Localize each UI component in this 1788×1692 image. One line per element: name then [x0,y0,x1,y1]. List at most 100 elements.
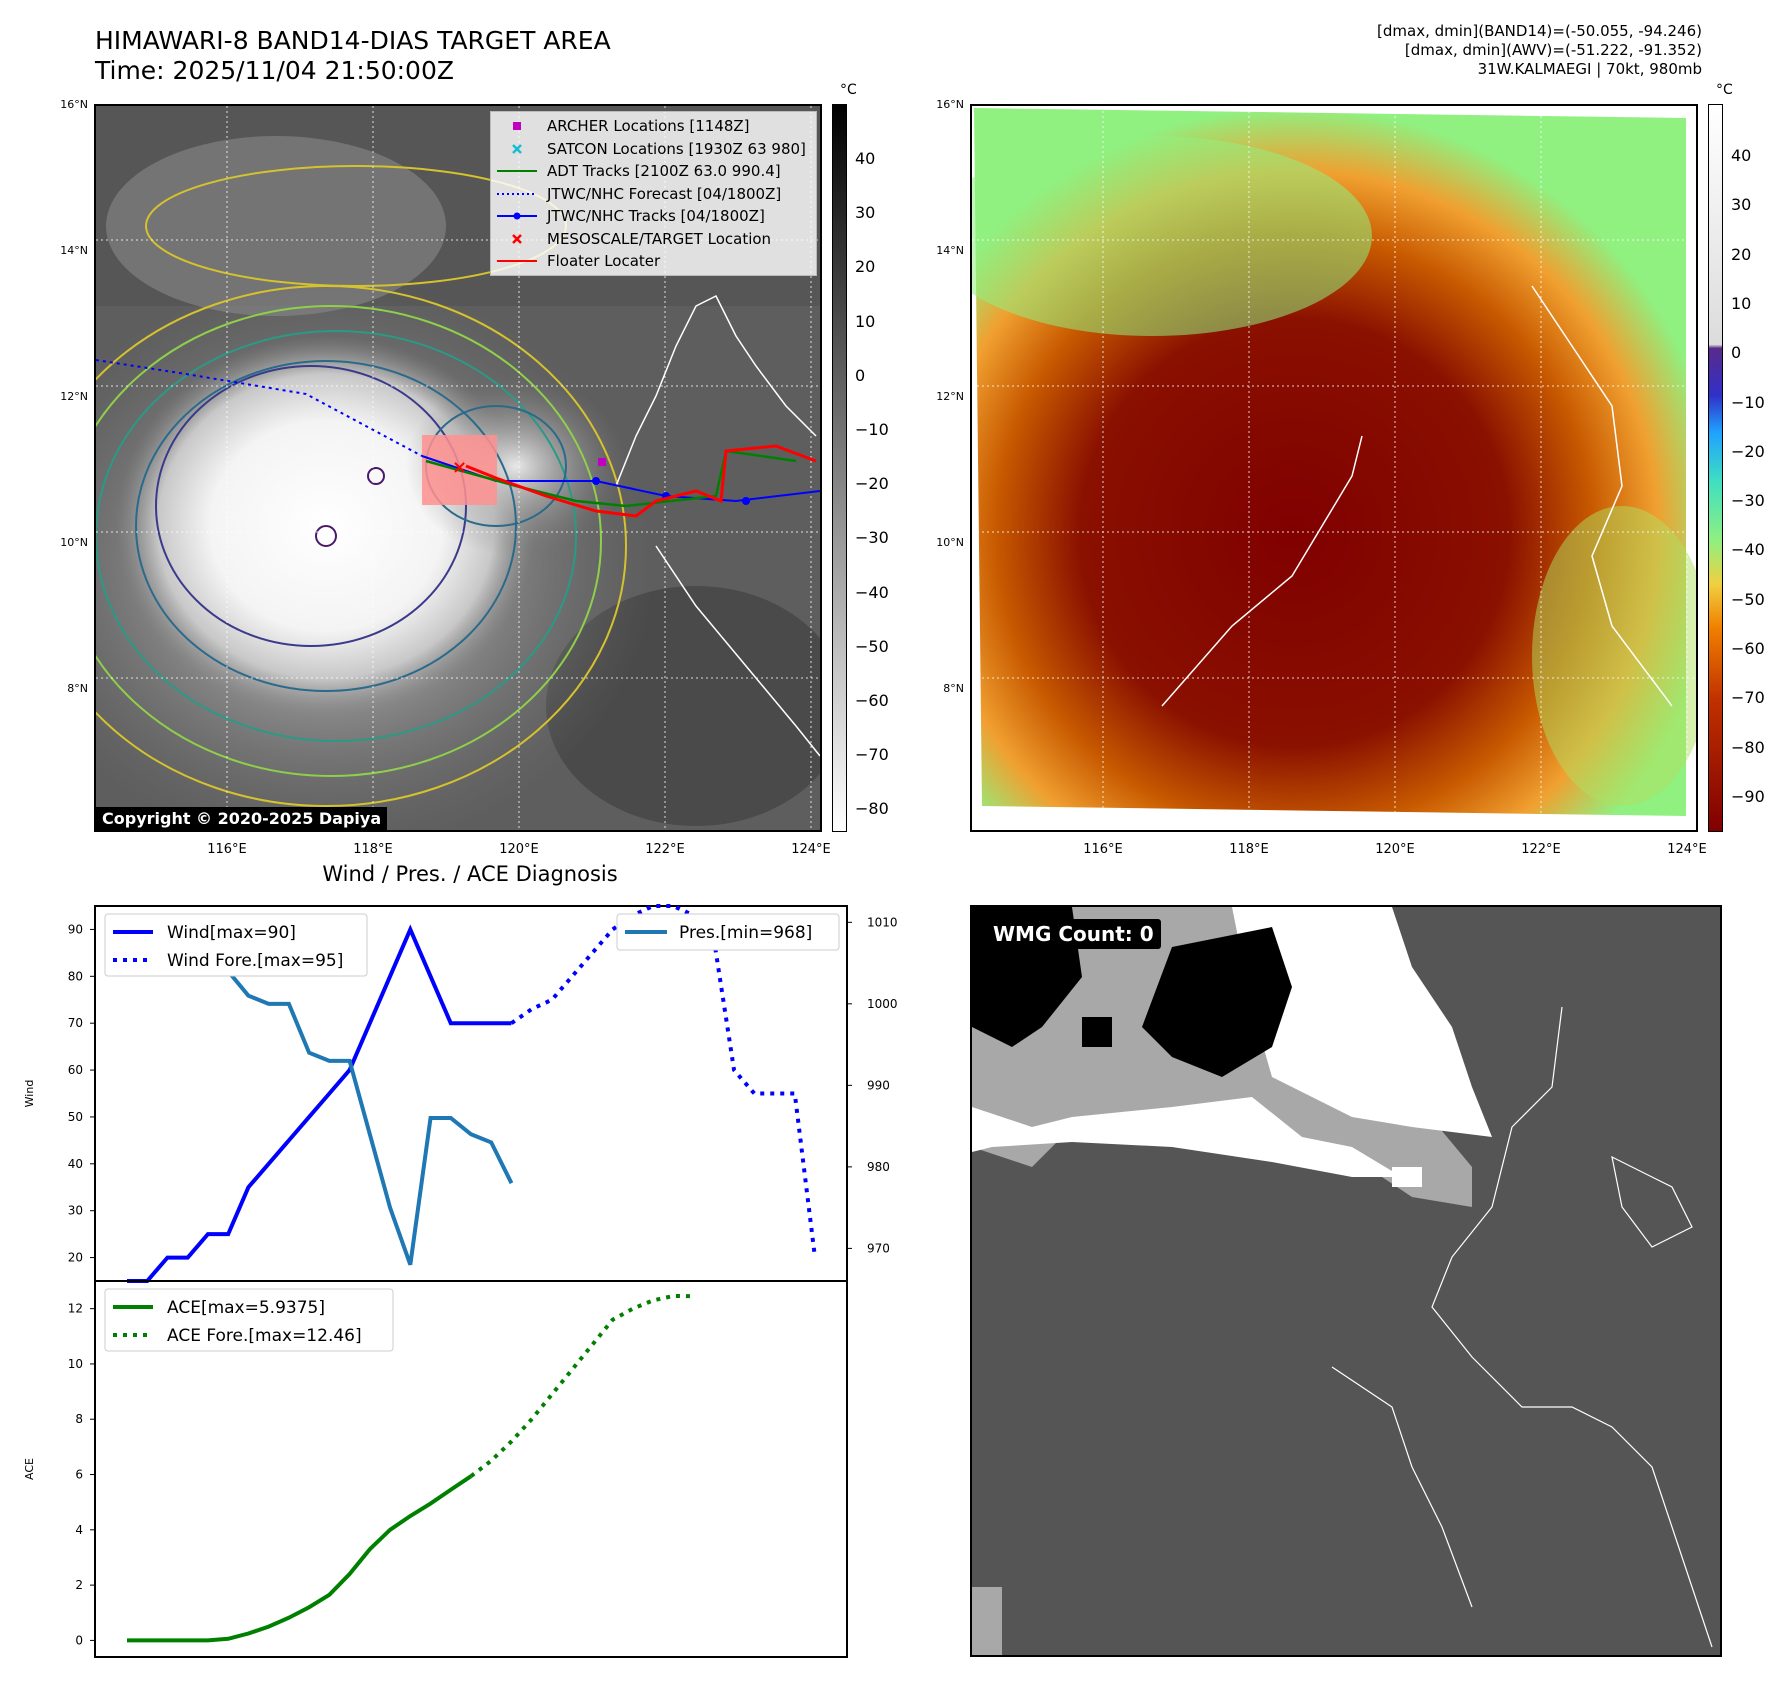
pres-ytick: 970 [867,1241,890,1255]
lon-label: 118°E [353,842,393,857]
legend-entry: MESOSCALE/TARGET Location [495,229,771,249]
colorbar-tick: −10 [855,420,889,439]
wmg-count-label: WMG Count: 0 [986,919,1161,949]
figure-title: HIMAWARI-8 BAND14-DIAS TARGET AREA [95,26,611,55]
legend-entry: SATCON Locations [1930Z 63 980] [495,139,806,159]
lat-label: 10°N [60,536,88,549]
legend-label: Floater Locater [547,252,661,270]
dmax-dmin-info: [dmax, dmin](BAND14)=(-50.055, -94.246) … [1377,22,1702,79]
lat-label: 12°N [936,390,964,403]
wind-ytick: 30 [68,1204,83,1218]
lon-label: 116°E [207,842,247,857]
ir-colorbar [832,104,847,832]
colorbar-tick: 30 [855,203,876,223]
ace-ylabel: ACE [23,1458,36,1480]
pres-ytick: 980 [867,1160,890,1174]
figure-time: Time: 2025/11/04 21:50:00Z [95,56,454,85]
colorbar-tick: 20 [1731,244,1752,264]
colorbar-tick: −60 [855,691,889,710]
colorbar-tick: 40 [855,149,876,168]
ace-ytick: 0 [75,1633,83,1647]
legend-swatch [497,170,537,172]
awv-colorbar [1708,104,1723,832]
colorbar-tick: 40 [1731,146,1752,165]
legend-label: ADT Tracks [2100Z 63.0 990.4] [547,162,781,180]
wind-ytick: 90 [68,922,83,936]
colorbar-tick: −70 [855,745,889,765]
ace-ytick: 2 [75,1578,83,1592]
lat-label: 16°N [936,98,964,111]
lon-label: 120°E [499,842,539,857]
colorbar-tick: −50 [1731,589,1765,609]
lat-label: 10°N [936,536,964,549]
legend-entry: ARCHER Locations [1148Z] [495,116,750,136]
legend-label: ARCHER Locations [1148Z] [547,117,750,135]
lon-label: 116°E [1083,842,1123,857]
legend-swatch [497,192,537,195]
series-line [469,1293,694,1478]
legend-label: Pres.[min=968] [679,923,812,943]
colorbar-tick: −80 [1731,737,1765,757]
colorbar-tick: 10 [855,311,876,331]
colorbar-tick: 30 [1731,195,1752,215]
awv-map-image [972,106,1696,830]
colorbar-tick: −20 [855,474,889,494]
ace-ytick: 10 [68,1357,83,1371]
wind-ylabel: Wind [23,1080,36,1108]
lon-label: 118°E [1229,842,1269,857]
legend-label: ACE[max=5.9375] [167,1298,325,1318]
lat-label: 14°N [60,244,88,257]
legend-label: ACE Fore.[max=12.46] [167,1326,362,1346]
series-line [127,924,512,1283]
legend-label: JTWC/NHC Tracks [04/1800Z] [547,207,765,225]
series-line [127,1474,473,1643]
lon-label: 124°E [1667,842,1707,857]
ace-ytick: 6 [75,1468,83,1482]
lat-label: 14°N [936,244,964,257]
ace-ytick: 12 [68,1302,83,1316]
lon-label: 122°E [1521,842,1561,857]
awv-colorbar-unit: °C [1716,82,1733,98]
legend-entry: JTWC/NHC Forecast [04/1800Z] [495,184,781,204]
legend-entry: JTWC/NHC Tracks [04/1800Z] [495,206,765,226]
wind-ytick: 80 [68,969,83,983]
colorbar-tick: 10 [1731,293,1752,313]
colorbar-tick: 0 [855,365,866,385]
lat-label: 16°N [60,98,88,111]
colorbar-tick: 20 [855,257,876,277]
legend-label: Wind Fore.[max=95] [167,951,343,971]
wmg-map-image [972,907,1720,1655]
diagnosis-title: Wind / Pres. / ACE Diagnosis [322,862,618,886]
copyright-label: Copyright © 2020-2025 Dapiya [96,807,388,830]
legend-entry: ADT Tracks [2100Z 63.0 990.4] [495,161,781,181]
lat-label: 8°N [943,682,964,695]
wind-ytick: 60 [68,1063,83,1077]
colorbar-tick: −30 [855,528,889,548]
lat-label: 8°N [67,682,88,695]
series-line [510,904,817,1258]
colorbar-tick: −10 [1731,392,1765,412]
legend-swatch [512,143,522,154]
colorbar-tick: −20 [1731,441,1765,461]
wind-ytick: 20 [68,1251,83,1265]
svg-text:×: × [452,457,467,478]
diagnosis-charts: 203040506070809097098099010001010WindPre… [23,904,898,1658]
awv-range: [dmax, dmin](AWV)=(-51.222, -91.352) [1404,41,1702,59]
awv-map-panel [970,104,1698,832]
band14-range: [dmax, dmin](BAND14)=(-50.055, -94.246) [1377,22,1702,40]
colorbar-tick: −40 [855,582,889,602]
colorbar-tick: −60 [1731,639,1765,658]
lon-label: 120°E [1375,842,1415,857]
wind-legend: Wind[max=90] Wind Fore.[max=95] [104,913,368,977]
legend-entry: Floater Locater [495,251,660,271]
wind-ytick: 40 [68,1157,83,1171]
wind-ytick: 50 [68,1110,83,1124]
colorbar-tick: −40 [1731,540,1765,560]
legend-swatch [513,122,521,130]
colorbar-tick: −80 [855,799,889,819]
legend-label: SATCON Locations [1930Z 63 980] [547,139,806,158]
legend-swatch [497,260,537,262]
ace-ytick: 4 [75,1523,83,1537]
storm-info: 31W.KALMAEGI | 70kt, 980mb [1477,60,1702,78]
wind-ytick: 70 [68,1016,83,1030]
